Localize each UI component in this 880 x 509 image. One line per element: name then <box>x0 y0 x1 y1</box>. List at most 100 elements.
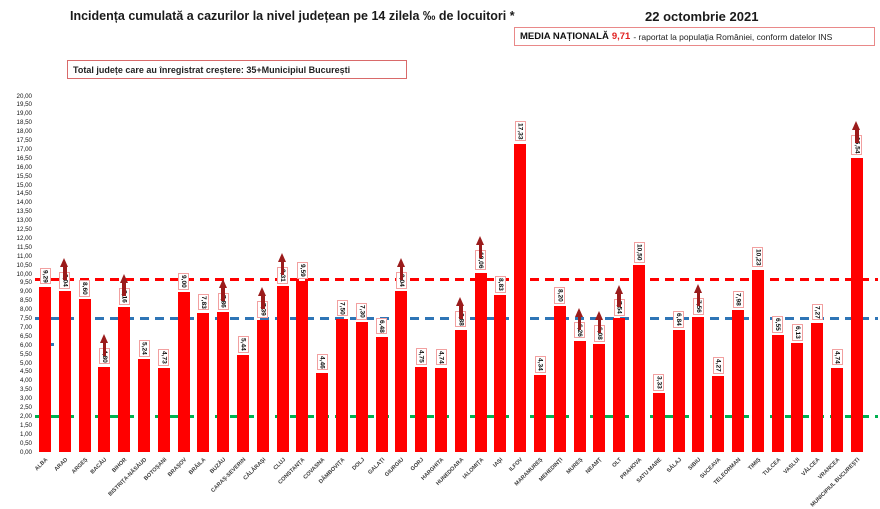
bar-bistri-a-n-s-ud <box>138 358 150 452</box>
y-axis-tick: 16,00 <box>16 163 32 171</box>
bar-br-ila <box>197 312 210 452</box>
value-label-cara-severin: 5,44 <box>237 336 249 353</box>
y-axis-tick: 18,00 <box>16 128 32 136</box>
bar-bra-ov <box>177 291 190 452</box>
bar-ialomi-a <box>474 272 487 452</box>
increase-arrow-icon <box>456 296 465 319</box>
y-axis-tick: 12,50 <box>16 226 32 233</box>
bar-alba <box>39 286 51 452</box>
value-label-bistri-a-n-s-ud: 5,24 <box>138 339 150 357</box>
value-label-d-mbovi-a: 7,50 <box>336 299 348 317</box>
value-label-suceava: 4,27 <box>712 356 724 374</box>
y-axis-tick: 10,50 <box>16 261 32 269</box>
y-axis-tick: 8,50 <box>19 297 32 305</box>
bar-olt <box>613 317 626 452</box>
bar-buz-u <box>217 312 230 452</box>
bar-municipiul-bucure-ti <box>850 157 863 452</box>
value-label-arge-: 8,60 <box>79 279 91 297</box>
bar-timi- <box>751 269 764 452</box>
y-axis-tick: 17,00 <box>16 145 32 153</box>
y-axis-tick: 0,00 <box>19 448 32 456</box>
y-axis-tick: 2,00 <box>19 412 32 420</box>
y-axis-tick: 9,50 <box>19 279 32 287</box>
increase-arrow-icon <box>693 284 703 307</box>
national-average-label: MEDIA NAȚIONALĂ <box>520 31 609 42</box>
bar-prahova <box>633 265 645 452</box>
bar-arge- <box>78 298 91 452</box>
bar-mehedin-i <box>553 306 566 452</box>
bar-c-l-ra-i <box>256 320 269 452</box>
reference-line-media națională <box>35 277 878 281</box>
y-axis-tick: 2,50 <box>19 404 32 411</box>
increase-arrow-icon <box>60 258 69 281</box>
bar-vaslui <box>791 342 804 452</box>
increase-arrow-icon <box>594 310 604 333</box>
bar-boto-ani <box>157 367 170 452</box>
y-axis-tick: 19,50 <box>16 101 32 109</box>
increase-arrow-icon <box>476 235 485 258</box>
value-label-prahova: 10,50 <box>633 242 645 263</box>
y-axis-tick: 10,00 <box>16 270 32 278</box>
y-axis-tick: 6,00 <box>19 341 32 349</box>
value-label-maramure-: 4,34 <box>534 355 546 373</box>
increase-arrow-icon <box>258 287 267 310</box>
value-label-timi-: 10,23 <box>752 246 764 268</box>
increase-arrow-icon <box>99 333 109 356</box>
y-axis-tick: 14,50 <box>16 190 32 198</box>
value-label-gala-i: 6,48 <box>376 317 388 335</box>
bar-covasna <box>316 372 329 452</box>
value-label-constan-a: 9,59 <box>296 262 308 280</box>
value-label-alba: 9,29 <box>39 267 51 285</box>
bar-ilfov <box>514 143 527 452</box>
national-average-value: 9,71 <box>611 31 631 42</box>
y-axis-tick: 20,00 <box>16 92 32 100</box>
value-label-ia-i: 8,83 <box>494 275 506 293</box>
y-axis-tick: 16,50 <box>16 154 32 162</box>
bar-mure- <box>573 340 586 452</box>
bar-teleorman <box>732 309 744 452</box>
increase-arrow-icon <box>575 307 584 330</box>
bar-dolj <box>355 322 368 452</box>
bar-cara-severin <box>237 355 249 452</box>
bar-tulcea <box>771 335 784 452</box>
value-label-s-laj: 6,84 <box>673 311 685 329</box>
bar-v-lcea <box>811 322 824 452</box>
value-label-br-ila: 7,83 <box>197 293 209 311</box>
y-axis-tick: 11,50 <box>16 243 32 251</box>
value-label-gorj: 4,75 <box>415 348 427 366</box>
chart-title: Incidența cumulată a cazurilor la nivel … <box>70 9 515 23</box>
y-axis-tick: 1,00 <box>19 430 32 438</box>
value-label-bra-ov: 9,00 <box>178 272 190 290</box>
y-axis-tick: 5,50 <box>19 350 32 358</box>
y-axis-tick: 9,00 <box>19 288 32 296</box>
value-label-ilfov: 17,33 <box>514 120 526 142</box>
value-label-vaslui: 6,13 <box>791 323 803 341</box>
increase-arrow-icon <box>396 258 406 281</box>
bar-s-laj <box>672 330 685 452</box>
y-axis-tick: 8,00 <box>19 306 32 314</box>
bar-gorj <box>415 367 428 452</box>
y-axis-tick: 17,50 <box>16 137 32 144</box>
growth-counties-box: Total județe care au înregistrat creșter… <box>67 60 407 79</box>
value-label-boto-ani: 4,73 <box>158 348 170 366</box>
bar-hunedoara <box>454 329 467 452</box>
value-label-satu-mare: 3,33 <box>653 373 665 391</box>
increase-arrow-icon <box>218 279 228 302</box>
y-axis-tick: 7,00 <box>19 323 32 331</box>
y-axis-tick: 4,00 <box>19 377 32 385</box>
bar-ia-i <box>494 294 507 452</box>
y-axis-tick: 0,50 <box>19 439 32 447</box>
y-axis-tick: 14,00 <box>16 199 32 207</box>
y-axis-tick: 3,50 <box>19 386 32 394</box>
bar-giurgiu <box>395 291 408 452</box>
bar-sibiu <box>692 317 705 452</box>
bar-arad <box>58 291 71 452</box>
bar-bihor <box>118 306 131 452</box>
value-label-v-lcea: 7,27 <box>811 303 823 321</box>
value-label-vrancea: 4,74 <box>831 348 843 366</box>
y-axis-tick: 13,00 <box>16 217 32 225</box>
value-label-tulcea: 6,55 <box>772 316 784 334</box>
y-axis-tick: 4,50 <box>19 368 32 376</box>
increase-arrow-icon <box>278 253 287 276</box>
